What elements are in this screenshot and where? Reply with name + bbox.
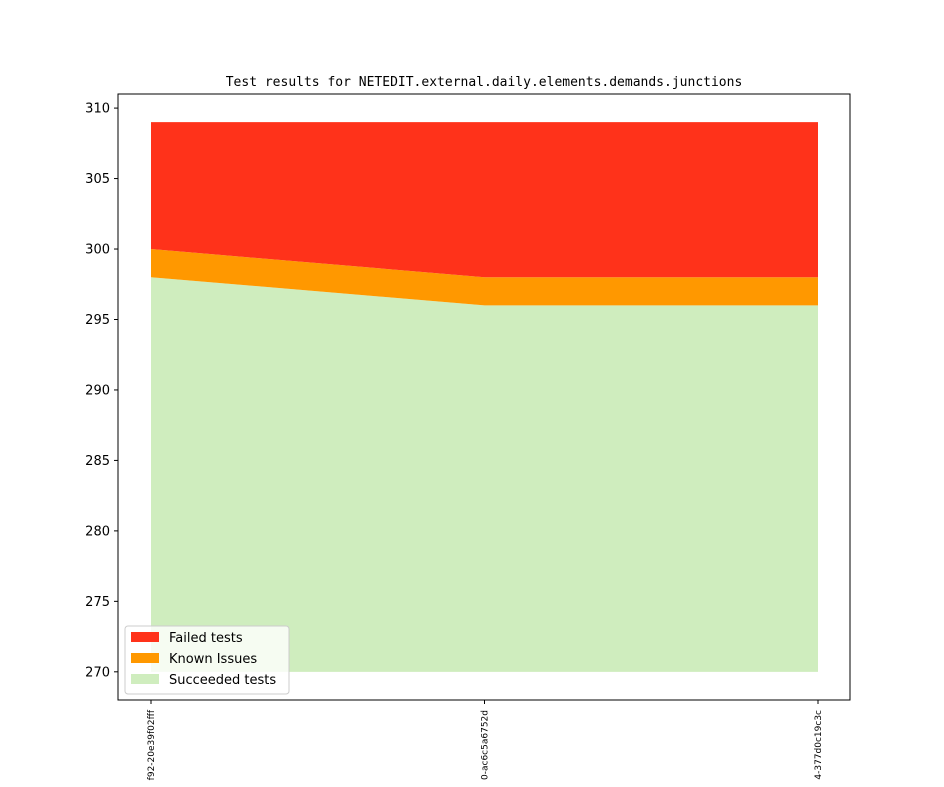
legend: Failed tests Known Issues Succeeded tests — [124, 625, 290, 695]
legend-box — [124, 625, 290, 695]
area-failed-tests — [151, 122, 818, 278]
area-layers — [151, 122, 818, 672]
legend-items: Failed tests Known Issues Succeeded tests — [131, 631, 276, 688]
legend-label-known-issues: Known Issues — [169, 652, 257, 667]
chart-title: Test results for NETEDIT.external.daily.… — [226, 75, 743, 90]
legend-swatch-failed-tests — [131, 632, 159, 642]
legend-swatch-known-issues — [131, 653, 159, 663]
y-tick-label-275: 275 — [85, 595, 110, 610]
y-tick-label-290: 290 — [85, 383, 110, 398]
legend-swatch-succeeded-tests — [131, 674, 159, 684]
y-tick-label-310: 310 — [85, 102, 110, 117]
y-tick-label-300: 300 — [85, 243, 110, 258]
legend-label-failed-tests: Failed tests — [169, 631, 243, 646]
y-tick-label-295: 295 — [85, 313, 110, 328]
y-tick-label-270: 270 — [85, 665, 110, 680]
y-tick-label-285: 285 — [85, 454, 110, 469]
y-tick-label-305: 305 — [85, 172, 110, 187]
x-tick-label-0: f92-20e39f02fff — [147, 709, 157, 780]
legend-label-succeeded-tests: Succeeded tests — [169, 673, 276, 688]
x-axis: f92-20e39f02fff 0-ac6c5a6752d 4-377d0c19c3… — [147, 700, 824, 780]
y-tick-label-280: 280 — [85, 524, 110, 539]
x-tick-label-2: 4-377d0c19c3c — [814, 710, 824, 780]
x-tick-label-1: 0-ac6c5a6752d — [481, 710, 491, 780]
area-succeeded-tests — [151, 277, 818, 672]
y-axis: 270 275 280 285 290 295 300 305 310 — [85, 102, 118, 680]
